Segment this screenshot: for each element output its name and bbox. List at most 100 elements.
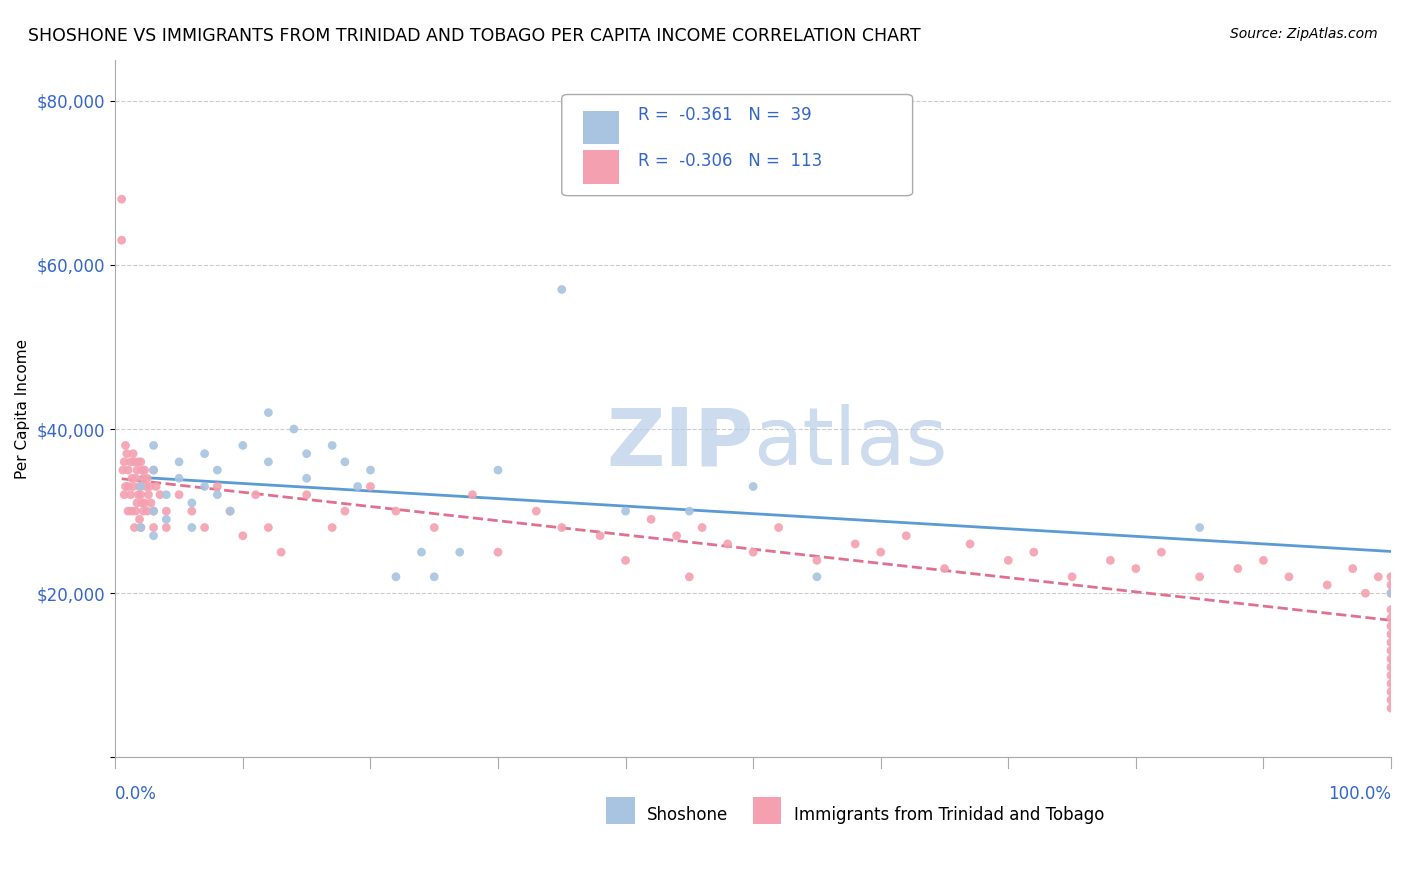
Point bbox=[1379, 676, 1402, 690]
Point bbox=[449, 545, 471, 559]
Point bbox=[127, 455, 149, 469]
Point bbox=[111, 192, 134, 206]
Point bbox=[959, 537, 981, 551]
Point bbox=[142, 504, 165, 518]
Point bbox=[129, 479, 152, 493]
Point bbox=[1367, 570, 1389, 584]
Text: R =  -0.361   N =  39: R = -0.361 N = 39 bbox=[638, 106, 811, 124]
Point bbox=[122, 447, 145, 461]
Point bbox=[283, 422, 305, 436]
Point bbox=[120, 488, 142, 502]
Point bbox=[257, 520, 280, 534]
Text: Shoshone: Shoshone bbox=[647, 806, 728, 824]
Text: atlas: atlas bbox=[754, 404, 948, 483]
Point bbox=[270, 545, 292, 559]
Point bbox=[155, 512, 177, 526]
Point bbox=[1379, 693, 1402, 707]
Text: ZIP: ZIP bbox=[606, 404, 754, 483]
Point bbox=[136, 471, 159, 485]
Point bbox=[359, 463, 381, 477]
Point bbox=[180, 496, 202, 510]
Point bbox=[207, 479, 229, 493]
Point bbox=[1379, 652, 1402, 666]
Point bbox=[134, 496, 156, 510]
Point bbox=[321, 438, 343, 452]
Text: R =  -0.306   N =  113: R = -0.306 N = 113 bbox=[638, 152, 823, 169]
Point bbox=[155, 504, 177, 518]
Point bbox=[125, 496, 148, 510]
Point bbox=[112, 488, 135, 502]
Point bbox=[129, 520, 152, 534]
Point bbox=[129, 520, 152, 534]
Point bbox=[486, 463, 509, 477]
Point bbox=[934, 561, 956, 575]
Point bbox=[219, 504, 242, 518]
Point bbox=[869, 545, 891, 559]
Point bbox=[486, 545, 509, 559]
Point bbox=[149, 488, 172, 502]
Point bbox=[997, 553, 1019, 567]
Point bbox=[295, 447, 318, 461]
Point bbox=[665, 529, 688, 543]
Text: 100.0%: 100.0% bbox=[1329, 785, 1391, 804]
Point bbox=[194, 479, 217, 493]
Point bbox=[461, 488, 484, 502]
Point bbox=[114, 438, 136, 452]
Point bbox=[142, 520, 165, 534]
Point bbox=[112, 455, 135, 469]
Point bbox=[132, 504, 155, 518]
Point bbox=[1379, 619, 1402, 633]
Point bbox=[742, 545, 765, 559]
Point bbox=[129, 455, 152, 469]
Point bbox=[359, 479, 381, 493]
Point bbox=[180, 504, 202, 518]
Point bbox=[207, 463, 229, 477]
Point bbox=[614, 504, 637, 518]
Point bbox=[333, 455, 356, 469]
Point bbox=[111, 233, 134, 247]
Point bbox=[121, 471, 143, 485]
Point bbox=[1379, 586, 1402, 600]
Point bbox=[167, 455, 190, 469]
Point bbox=[690, 520, 713, 534]
Point bbox=[411, 545, 433, 559]
Point bbox=[1379, 611, 1402, 625]
Point bbox=[717, 537, 740, 551]
Point bbox=[1379, 578, 1402, 592]
Point bbox=[1379, 602, 1402, 616]
Point bbox=[1099, 553, 1122, 567]
Point bbox=[1188, 570, 1211, 584]
Point bbox=[131, 463, 153, 477]
Point bbox=[114, 479, 136, 493]
Point bbox=[806, 553, 828, 567]
Point bbox=[385, 570, 408, 584]
Point bbox=[132, 471, 155, 485]
Point bbox=[142, 463, 165, 477]
Point bbox=[1379, 701, 1402, 715]
Point bbox=[1341, 561, 1364, 575]
Point bbox=[117, 463, 139, 477]
Point bbox=[142, 504, 165, 518]
FancyBboxPatch shape bbox=[583, 151, 619, 184]
Point bbox=[678, 504, 700, 518]
Point bbox=[117, 504, 139, 518]
Point bbox=[1060, 570, 1083, 584]
Point bbox=[127, 488, 149, 502]
Point bbox=[155, 488, 177, 502]
Point bbox=[295, 471, 318, 485]
Point bbox=[640, 512, 662, 526]
Point bbox=[1125, 561, 1147, 575]
Point bbox=[1188, 520, 1211, 534]
Point bbox=[142, 529, 165, 543]
Point bbox=[155, 520, 177, 534]
Point bbox=[806, 570, 828, 584]
Text: Immigrants from Trinidad and Tobago: Immigrants from Trinidad and Tobago bbox=[794, 806, 1104, 824]
Point bbox=[125, 471, 148, 485]
Point bbox=[1379, 660, 1402, 674]
FancyBboxPatch shape bbox=[754, 797, 782, 823]
Point bbox=[678, 570, 700, 584]
Point bbox=[117, 479, 139, 493]
Point bbox=[1379, 643, 1402, 657]
Point bbox=[122, 479, 145, 493]
Point bbox=[129, 488, 152, 502]
